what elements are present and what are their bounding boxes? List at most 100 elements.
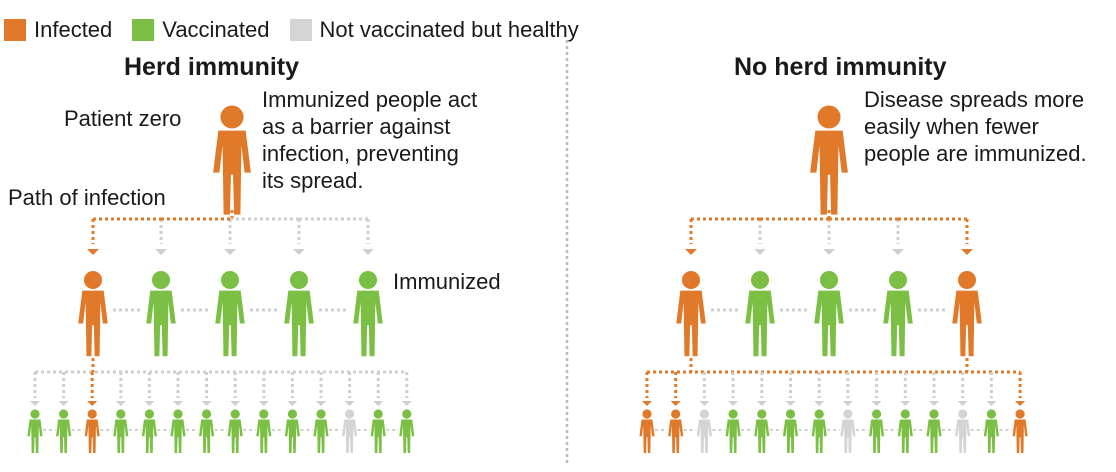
- right-gen2-arrow-2: [754, 249, 766, 255]
- left-note-line-1: Immunized people act: [262, 87, 478, 112]
- left-gen3-arrow-6: [173, 401, 183, 406]
- immunized-label: Immunized: [393, 269, 501, 294]
- legend: Infected Vaccinated Not vaccinated but h…: [4, 12, 599, 48]
- right-gen3-arrow-2: [670, 401, 681, 406]
- left-title: Herd immunity: [124, 53, 300, 81]
- left-gen3-person-11: [313, 409, 329, 454]
- right-note: Disease spreads more easily when fewer p…: [864, 86, 1087, 167]
- left-gen2-arrow-5: [362, 249, 374, 255]
- left-gen3-arrow-7: [201, 401, 212, 406]
- left-gen2-person-1: [78, 270, 108, 357]
- left-note: Immunized people act as a barrier agains…: [262, 86, 477, 194]
- patient-zero-label: Patient zero: [64, 106, 182, 131]
- right-gen3-arrow-14: [1015, 401, 1026, 406]
- path-of-infection-label: Path of infection: [8, 185, 166, 210]
- left-gen3-arrow-2: [58, 401, 69, 406]
- right-patient-zero-figure: [810, 105, 848, 215]
- right-gen3-person-4: [725, 409, 741, 454]
- right-gen3-person-3: [696, 409, 712, 454]
- right-gen2-person-5: [952, 270, 982, 357]
- right-gen3-arrow-9: [871, 401, 882, 406]
- right-note-line-2: easily when fewer: [864, 114, 1039, 139]
- left-gen3-person-13: [370, 409, 386, 454]
- left-gen3-person-3: [84, 409, 100, 454]
- right-gen3-person-14: [1012, 409, 1028, 454]
- right-gen3-arrow-5: [756, 401, 767, 406]
- legend-swatch-infected: [4, 19, 26, 41]
- left-gen3-person-12: [342, 409, 358, 454]
- right-gen3-person-13: [983, 409, 999, 454]
- left-gen3-arrow-14: [401, 401, 412, 406]
- left-gen2-person-3: [215, 270, 245, 357]
- right-gen3-arrow-1: [642, 401, 652, 406]
- right-gen2-arrow-3: [823, 249, 835, 255]
- right-gen3-person-2: [668, 409, 684, 454]
- right-gen3-person-7: [811, 409, 827, 454]
- left-patient-zero-figure: [213, 105, 251, 215]
- legend-vaccinated: Vaccinated: [132, 17, 270, 43]
- left-gen3-person-8: [227, 409, 243, 454]
- right-gen3-arrow-4: [728, 401, 739, 406]
- right-gen2-arrow-4: [892, 249, 904, 255]
- left-gen3-person-9: [256, 409, 272, 454]
- right-title: No herd immunity: [734, 53, 947, 81]
- left-gen3-person-7: [199, 409, 215, 454]
- left-gen2-person-2: [146, 270, 176, 357]
- right-note-line-1: Disease spreads more: [864, 87, 1085, 112]
- left-gen3-arrow-10: [287, 401, 298, 406]
- left-gen3-arrow-9: [258, 401, 269, 406]
- left-gen3-arrow-8: [230, 401, 241, 406]
- right-gen3-person-5: [754, 409, 770, 454]
- legend-swatch-vaccinated: [132, 19, 155, 41]
- left-gen2-arrow-1: [87, 249, 99, 255]
- right-gen3-person-8: [840, 409, 856, 454]
- left-note-line-3: infection, preventing: [262, 141, 459, 166]
- right-gen3-person-6: [782, 409, 799, 454]
- left-gen2-arrow-3: [224, 249, 236, 255]
- right-gen2-person-4: [883, 270, 913, 357]
- left-gen3-arrow-12: [344, 401, 355, 406]
- legend-label-healthy: Not vaccinated but healthy: [319, 17, 579, 42]
- left-gen3-person-6: [170, 409, 186, 454]
- left-note-line-2: as a barrier against: [262, 114, 451, 139]
- right-gen3-arrow-13: [986, 401, 997, 406]
- left-gen3-arrow-4: [115, 401, 126, 406]
- right-gen3-arrow-12: [957, 401, 968, 406]
- left-gen3-arrow-13: [373, 401, 384, 406]
- right-gen3-arrow-3: [699, 401, 710, 406]
- right-gen3-arrow-6: [785, 401, 796, 406]
- right-gen2-person-2: [745, 270, 775, 357]
- left-gen3-person-5: [141, 409, 157, 454]
- right-gen3-arrow-10: [900, 401, 911, 406]
- legend-swatch-healthy: [289, 19, 312, 41]
- left-gen3-person-2: [56, 409, 72, 454]
- legend-infected: Infected: [4, 17, 112, 43]
- right-note-line-3: people are immunized.: [864, 141, 1087, 166]
- left-gen3-person-10: [284, 409, 300, 454]
- right-gen3-person-9: [869, 409, 885, 454]
- right-gen3-arrow-8: [842, 401, 853, 406]
- right-gen3-person-1: [639, 409, 655, 454]
- legend-label-vaccinated: Vaccinated: [162, 17, 270, 42]
- left-gen2-arrow-2: [155, 249, 167, 255]
- left-gen3-person-14: [399, 409, 415, 454]
- legend-label-infected: Infected: [34, 17, 113, 42]
- left-gen3-arrow-3: [87, 401, 98, 406]
- left-gen2-person-4: [284, 270, 314, 357]
- legend-healthy: Not vaccinated but healthy: [289, 17, 579, 43]
- right-gen3-person-12: [955, 409, 971, 454]
- right-gen3-person-10: [897, 409, 913, 454]
- left-gen3-person-1: [27, 409, 43, 454]
- right-gen2-person-3: [814, 270, 844, 357]
- right-gen2-arrow-1: [685, 249, 697, 255]
- right-gen2-person-1: [676, 270, 706, 357]
- right-gen3-person-11: [926, 409, 942, 454]
- left-gen3-arrow-1: [30, 401, 40, 406]
- left-gen3-arrow-5: [144, 401, 155, 406]
- left-gen2-person-5: [353, 270, 383, 357]
- right-gen2-arrow-5: [961, 249, 973, 255]
- left-gen3-person-4: [113, 409, 129, 454]
- left-note-line-4: its spread.: [262, 168, 364, 193]
